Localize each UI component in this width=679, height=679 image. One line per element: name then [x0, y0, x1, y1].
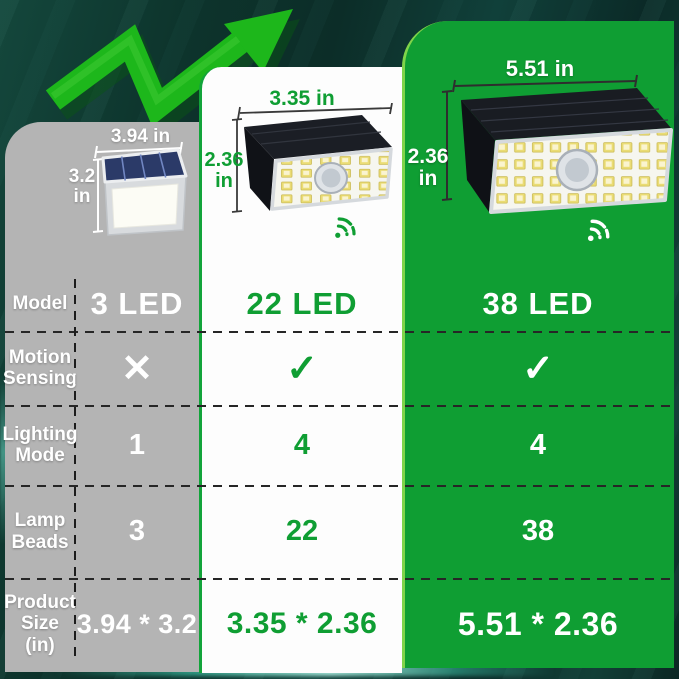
- cell-lamp-beads-3led: 3: [128, 515, 146, 547]
- row-label-motion-sensing: Motion Sensing: [3, 346, 77, 389]
- cell-model-22led: 22 LED: [246, 285, 358, 321]
- cell-lighting-mode-3led: 1: [128, 428, 146, 461]
- check-icon: ✓: [286, 347, 318, 390]
- cell-lighting-mode-22led: 4: [293, 428, 311, 461]
- dimension-height-3led: 3.2 in: [68, 166, 96, 207]
- motion-waves-icon: [335, 217, 356, 238]
- table-row-divider: [5, 485, 672, 487]
- cell-lamp-beads-22led: 22: [285, 515, 319, 547]
- dimension-height-22led: 2.36 in: [204, 149, 244, 192]
- cell-lighting-mode-38led: 4: [529, 428, 547, 461]
- row-label-product-size: Product Size (in): [4, 592, 76, 656]
- table-row-divider: [5, 578, 672, 580]
- check-icon: ✓: [522, 347, 554, 390]
- motion-waves-icon: [587, 219, 610, 242]
- cell-product-size-3led: 3.94 * 3.2: [76, 608, 198, 639]
- dimension-width-38led: 5.51 in: [505, 56, 575, 81]
- dimension-width-3led: 3.94 in: [110, 126, 171, 147]
- product-image-38led: [441, 74, 673, 242]
- table-row-divider: [5, 405, 672, 407]
- dimension-height-38led: 2.36 in: [407, 145, 449, 191]
- row-label-model: Model: [12, 292, 68, 314]
- product-image-3led: [92, 141, 188, 236]
- table-row-divider: [5, 331, 672, 333]
- cell-model-38led: 38 LED: [482, 285, 594, 321]
- cell-product-size-22led: 3.35 * 2.36: [226, 607, 378, 640]
- product-image-22led: [231, 103, 393, 238]
- background-glow-left: [0, 375, 7, 545]
- table-column-divider: [74, 279, 76, 663]
- row-label-lighting-mode: Lighting Mode: [2, 423, 78, 466]
- cross-icon: ✕: [121, 347, 153, 390]
- cell-model-3led: 3 LED: [90, 285, 184, 321]
- cell-lamp-beads-38led: 38: [521, 515, 555, 547]
- dimension-width-22led: 3.35 in: [269, 87, 335, 110]
- row-label-lamp-beads: Lamp Beads: [11, 510, 69, 553]
- cell-product-size-38led: 5.51 * 2.36: [457, 605, 619, 642]
